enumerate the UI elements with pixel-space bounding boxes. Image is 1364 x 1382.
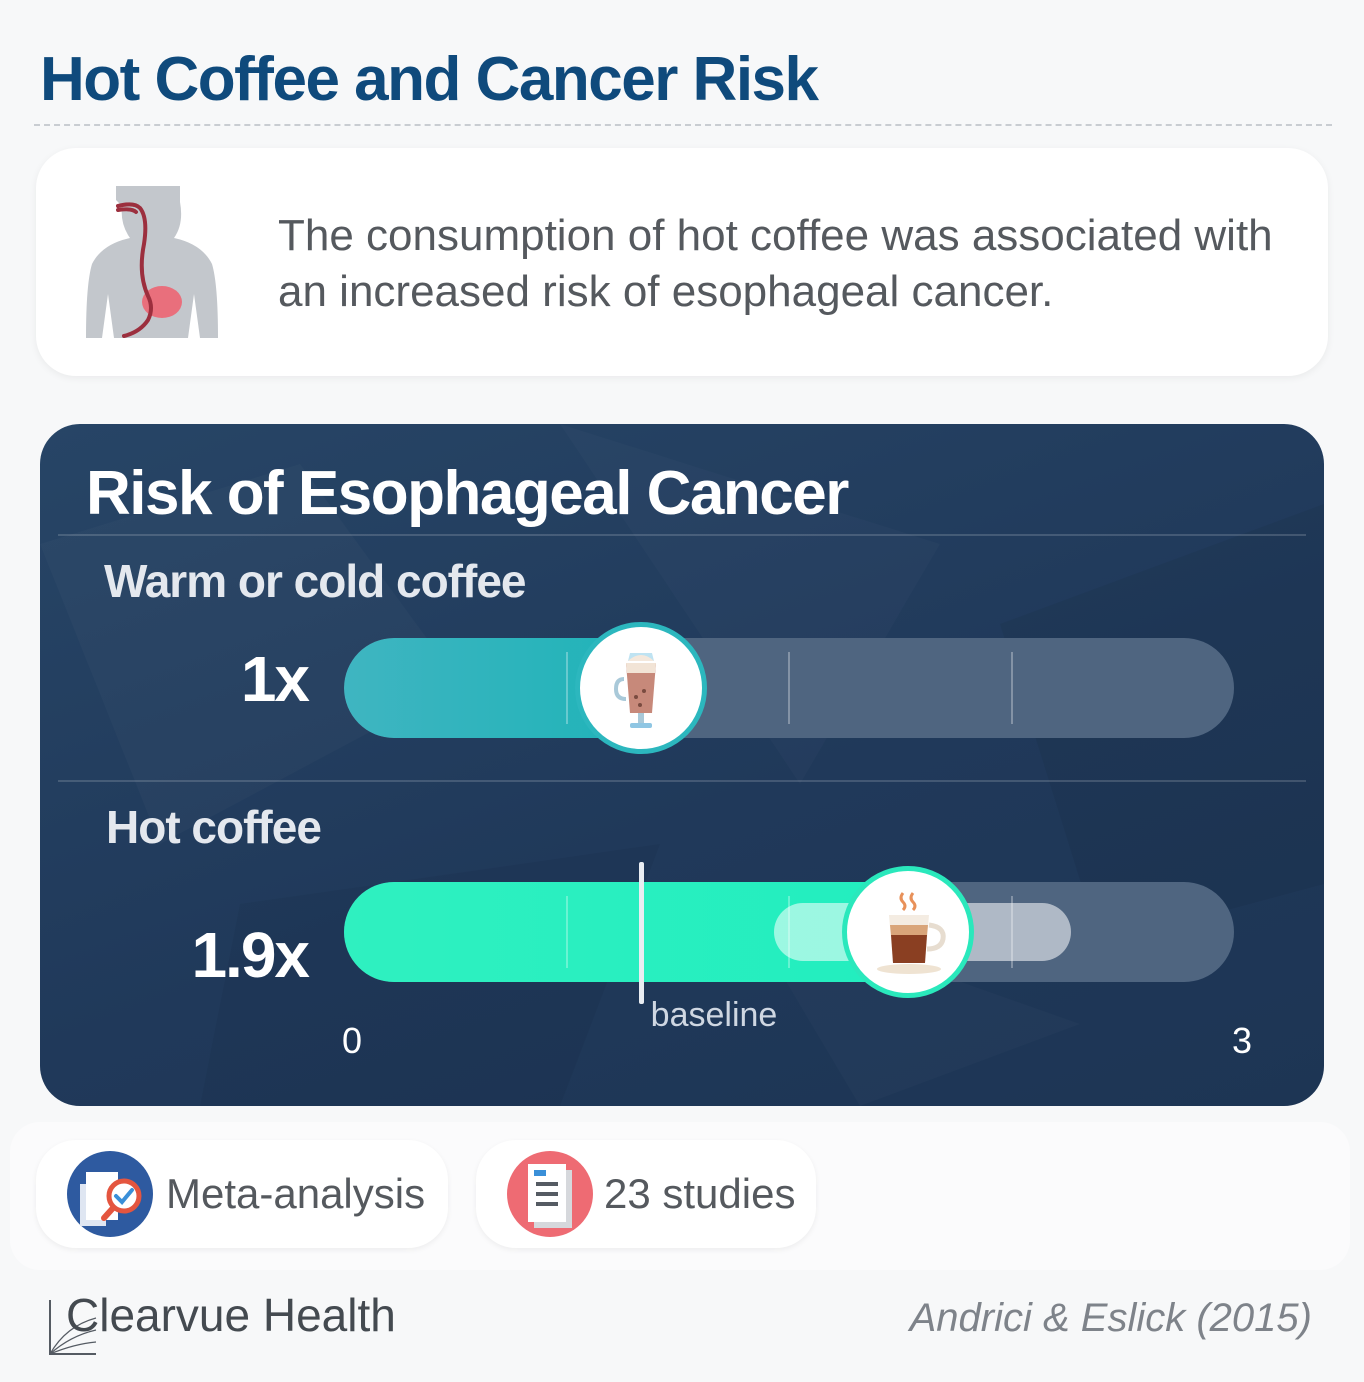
esophagus-torso-icon — [86, 186, 218, 338]
studies-badge: 23 studies — [476, 1140, 816, 1248]
baseline-label: baseline — [650, 996, 778, 1034]
grid-tick — [1010, 896, 1013, 968]
axis-label-max: 3 — [1232, 1020, 1253, 1061]
page-title: Hot Coffee and Cancer Risk — [40, 45, 819, 114]
grid-tick — [1010, 652, 1013, 724]
iced-coffee-icon — [574, 622, 707, 754]
magnifier-document-icon — [67, 1151, 153, 1237]
clearvue-logo-icon — [49, 1300, 97, 1355]
axis-label-min: 0 — [342, 1020, 363, 1061]
category-label-warm: Warm or cold coffee — [104, 555, 526, 607]
brand-name: Clearvue Health — [66, 1289, 396, 1341]
title-divider — [34, 124, 1332, 126]
risk-chart-panel: Risk of Esophageal Cancer Warm or cold c… — [40, 424, 1324, 1106]
method-label: Meta-analysis — [166, 1170, 426, 1217]
grid-tick — [565, 896, 568, 968]
hot-coffee-cup-icon — [841, 866, 974, 998]
category-label-hot: Hot coffee — [106, 801, 322, 853]
value-label-warm: 1x — [240, 643, 310, 715]
summary-card — [36, 148, 1328, 376]
studies-label: 23 studies — [604, 1170, 796, 1217]
document-list-icon — [507, 1151, 593, 1237]
row-divider-line — [58, 780, 1306, 782]
grid-tick — [788, 896, 790, 968]
grid-tick — [788, 652, 790, 724]
value-label-hot: 1.9x — [191, 919, 310, 991]
baseline-marker-line — [638, 862, 644, 1004]
method-badge: Meta-analysis — [36, 1140, 448, 1248]
citation: Andrici & Eslick (2015) — [909, 1296, 1312, 1340]
title-divider-line — [58, 534, 1306, 536]
chart-title: Risk of Esophageal Cancer — [86, 459, 849, 528]
summary-text: The consumption of hot coffee was associ… — [278, 211, 1273, 316]
bar-track-hot — [344, 882, 1234, 982]
bar-track-warm — [344, 638, 1234, 738]
grid-tick — [565, 652, 568, 724]
